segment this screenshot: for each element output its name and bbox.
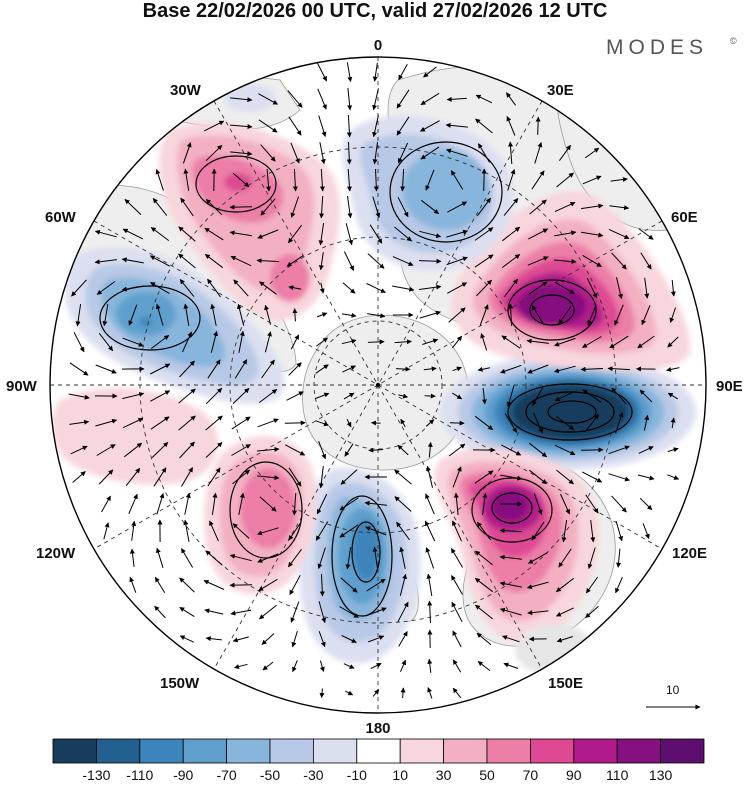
colorbar-swatch: [270, 739, 313, 763]
lon-label-150e: 150E: [548, 675, 583, 692]
map-disc: [40, 50, 720, 730]
colorbar-label: 50: [479, 767, 495, 783]
wind-arrow: [372, 423, 381, 424]
colorbar-swatch: [227, 739, 270, 763]
colorbar-swatch: [183, 739, 226, 763]
colorbar-label: -50: [260, 767, 280, 783]
brand-mark: ©: [730, 36, 737, 46]
brand-logo: MODES: [606, 36, 708, 59]
colorbar: -130 -110 -90 -70 -50 -30 -10 10 30 50 70 90 110 130: [53, 739, 704, 783]
colorbar-label: 130: [649, 767, 673, 783]
colorbar-swatch: [140, 739, 183, 763]
colorbar-label: 10: [392, 767, 408, 783]
colorbar-swatch: [96, 739, 139, 763]
wind-arrow: [230, 207, 252, 208]
colorbar-swatch: [313, 739, 356, 763]
reference-vector-label: 10: [666, 683, 680, 697]
colorbar-swatch: [487, 739, 530, 763]
wind-arrow: [581, 450, 603, 451]
lon-label-150w: 150W: [160, 675, 200, 692]
lon-label-60e: 60E: [671, 209, 698, 226]
lon-label-30e: 30E: [547, 82, 574, 99]
lon-label-90w: 90W: [6, 378, 38, 395]
colorbar-label: -70: [216, 767, 236, 783]
wind-arrow: [484, 169, 485, 191]
reference-vector: 10: [646, 683, 700, 707]
colorbar-label: 70: [523, 767, 539, 783]
colorbar-label: -110: [126, 767, 153, 783]
south-pole-marker: [376, 383, 380, 387]
colorbar-label: -10: [347, 767, 367, 783]
wind-arrow: [538, 117, 539, 135]
colorbar-swatch: [400, 739, 443, 763]
lon-label-60w: 60W: [45, 209, 77, 226]
lon-label-120w: 120W: [36, 545, 76, 562]
anomaly-neutral-150e: [515, 624, 595, 676]
lon-label-30w: 30W: [170, 82, 202, 99]
colorbar-label: 90: [566, 767, 582, 783]
colorbar-label: -30: [303, 767, 323, 783]
colorbar-label: 30: [436, 767, 452, 783]
colorbar-swatch: [357, 739, 400, 763]
colorbar-label: -90: [173, 767, 193, 783]
wind-arrow: [230, 585, 252, 586]
lon-label-180: 180: [365, 720, 390, 737]
colorbar-swatch: [444, 739, 487, 763]
colorbar-swatch: [617, 739, 660, 763]
wind-arrow: [450, 423, 464, 424]
lon-label-0: 0: [374, 37, 382, 54]
colorbar-swatch: [661, 739, 704, 763]
colorbar-swatch: [53, 739, 96, 763]
wind-arrow: [285, 423, 305, 424]
colorbar-swatch: [530, 739, 573, 763]
colorbar-label: -130: [82, 767, 110, 783]
lon-label-90e: 90E: [716, 378, 743, 395]
colorbar-label: 110: [606, 767, 629, 783]
colorbar-swatch: [574, 739, 617, 763]
lon-label-120e: 120E: [672, 545, 707, 562]
figure-title: Base 22/02/2026 00 UTC, valid 27/02/2026…: [143, 0, 608, 22]
